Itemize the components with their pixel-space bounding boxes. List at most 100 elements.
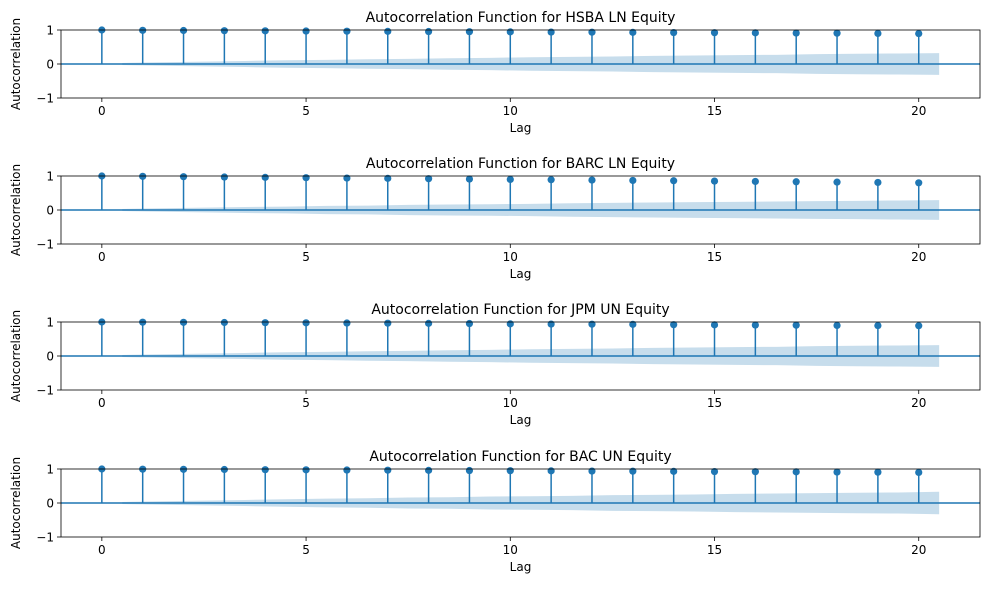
acf-point: [792, 178, 800, 186]
acf-point: [465, 28, 474, 36]
acf-point: [506, 320, 514, 328]
x-tick-label: 15: [707, 396, 722, 410]
acf-point: [629, 467, 637, 475]
acf-point: [874, 29, 882, 37]
y-tick-label: 0: [46, 204, 54, 218]
acf-point: [506, 467, 514, 475]
acf-point: [220, 27, 228, 35]
y-tick-label: −1: [36, 92, 54, 106]
acf-point: [302, 466, 310, 474]
acf-point: [547, 28, 555, 36]
acf-point: [915, 468, 923, 476]
acf-point: [302, 27, 310, 35]
acf-point: [343, 174, 351, 182]
y-axis-label: Autocorrelation: [9, 18, 23, 110]
x-axis-label: Lag: [510, 560, 532, 574]
acf-point: [220, 173, 228, 181]
acf-point: [465, 466, 474, 475]
acf-point: [710, 321, 719, 329]
y-axis-label: Autocorrelation: [9, 310, 23, 402]
acf-point: [833, 178, 841, 186]
y-tick-label: 0: [46, 497, 54, 511]
acf-point: [629, 176, 637, 185]
acf-point: [261, 27, 269, 35]
x-tick-label: 0: [98, 104, 106, 118]
acf-point: [710, 467, 719, 476]
y-tick-label: −1: [36, 531, 54, 545]
acf-point: [751, 468, 759, 476]
y-tick-label: 0: [46, 350, 54, 364]
acf-point: [506, 28, 514, 36]
acf-point: [751, 29, 759, 37]
acf-point: [710, 29, 719, 37]
y-tick-label: 1: [46, 463, 54, 477]
x-tick-label: 10: [503, 250, 518, 264]
acf-point: [343, 466, 351, 474]
chart-title: Autocorrelation Function for BARC LN Equ…: [366, 156, 675, 172]
acf-point: [220, 318, 228, 327]
acf-point: [425, 175, 433, 183]
y-tick-label: −1: [36, 238, 54, 252]
acf-point: [792, 29, 800, 37]
acf-point: [915, 322, 923, 330]
acf-point: [792, 321, 800, 329]
acf-panel-3: 0 5 10 15 20 −1 0 1 Autocorrelation Function for…: [9, 302, 981, 427]
acf-point: [751, 177, 759, 186]
acf-point: [670, 467, 678, 475]
x-tick-label: 15: [707, 104, 722, 118]
x-tick-label: 5: [302, 396, 310, 410]
y-axis-label: Autocorrelation: [9, 457, 23, 549]
acf-point: [425, 319, 433, 327]
acf-point: [629, 28, 637, 36]
y-axis-label: Autocorrelation: [9, 164, 23, 256]
acf-point: [425, 27, 433, 36]
x-tick-label: 0: [98, 250, 106, 264]
y-tick-label: 1: [46, 170, 54, 184]
x-tick-label: 0: [98, 543, 106, 557]
acf-point: [751, 321, 759, 329]
x-axis-label: Lag: [510, 413, 532, 427]
acf-point: [670, 28, 678, 37]
acf-point: [833, 29, 841, 37]
y-tick-label: 0: [46, 58, 54, 72]
acf-point: [670, 321, 678, 329]
acf-panel-1: 0 5 10 15 20 −1 0 1 Autocorrelation Function for…: [9, 10, 981, 135]
chart-title: Autocorrelation Function for HSBA LN Equ…: [366, 10, 676, 26]
acf-point: [179, 173, 188, 181]
acf-point: [384, 27, 392, 35]
x-tick-label: 20: [911, 543, 926, 557]
acf-point: [915, 179, 923, 187]
acf-point: [915, 29, 923, 38]
acf-point: [261, 319, 269, 327]
x-axis-label: Lag: [510, 267, 532, 281]
x-tick-label: 15: [707, 250, 722, 264]
acf-point: [425, 466, 433, 474]
chart-title: Autocorrelation Function for JPM UN Equi…: [371, 302, 669, 318]
acf-point: [874, 468, 882, 476]
acf-point: [874, 321, 882, 330]
x-tick-label: 5: [302, 543, 310, 557]
x-tick-label: 20: [911, 396, 926, 410]
acf-panel-4: 0 5 10 15 20 −1 0 1 Autocorrelation Function for…: [9, 449, 981, 574]
acf-point: [465, 319, 474, 328]
chart-title: Autocorrelation Function for BAC UN Equi…: [369, 449, 671, 465]
acf-point: [343, 27, 351, 35]
x-axis-label: Lag: [510, 121, 532, 135]
y-tick-label: 1: [46, 316, 54, 330]
acf-point: [261, 173, 269, 181]
acf-point: [302, 319, 310, 327]
acf-point: [384, 319, 392, 327]
acf-point: [629, 320, 637, 328]
acf-point: [710, 177, 719, 185]
acf-point: [833, 321, 841, 329]
y-tick-label: 1: [46, 24, 54, 38]
x-tick-label: 20: [911, 104, 926, 118]
acf-point: [833, 468, 841, 476]
x-tick-label: 10: [503, 104, 518, 118]
acf-point: [302, 174, 310, 182]
x-tick-label: 0: [98, 396, 106, 410]
x-tick-label: 10: [503, 543, 518, 557]
y-tick-label: −1: [36, 384, 54, 398]
acf-point: [588, 467, 596, 475]
